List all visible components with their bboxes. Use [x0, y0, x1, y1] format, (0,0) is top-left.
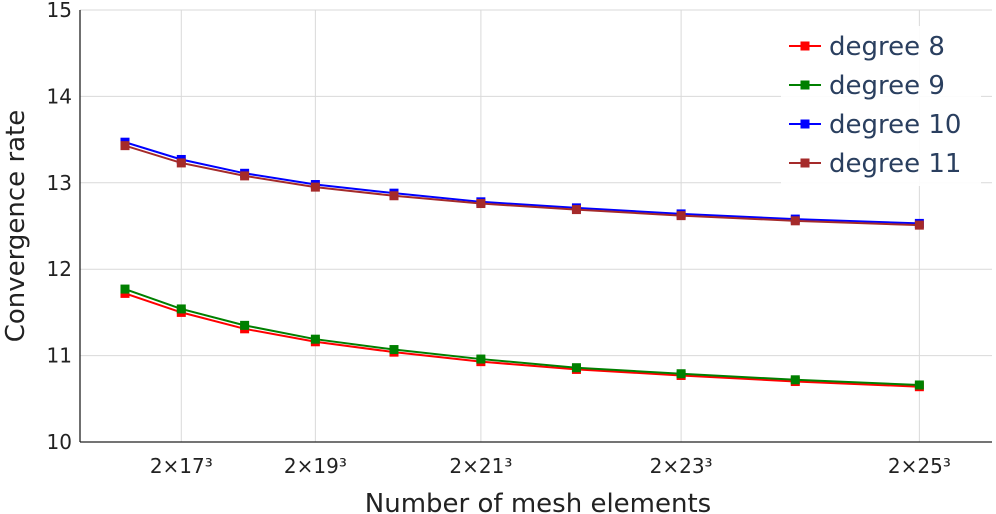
series-line — [124, 288, 920, 386]
data-point — [914, 220, 924, 230]
axes — [79, 10, 992, 443]
data-point — [389, 191, 399, 201]
series-degree-11 — [120, 141, 924, 230]
data-point — [176, 158, 186, 168]
series-degree-8 — [120, 288, 924, 392]
x-tick-label: 2×17³ — [150, 454, 213, 478]
data-point — [120, 284, 130, 294]
y-tick-label: 15 — [47, 0, 72, 22]
legend-box — [781, 26, 981, 186]
legend-swatch-marker — [800, 119, 810, 129]
legend-label: degree 8 — [829, 32, 945, 62]
legend-label: degree 9 — [829, 71, 945, 101]
x-tick-label: 2×21³ — [449, 454, 512, 478]
y-tick-label: 11 — [47, 344, 72, 368]
y-tick-label: 10 — [47, 430, 72, 454]
data-point — [571, 205, 581, 215]
legend-swatch-marker — [800, 158, 810, 168]
data-point — [120, 141, 130, 151]
x-tick-label: 2×19³ — [284, 454, 347, 478]
data-point — [676, 369, 686, 379]
data-point — [790, 375, 800, 385]
data-point — [476, 199, 486, 209]
data-point — [240, 171, 250, 181]
data-point — [310, 182, 320, 192]
series-lines — [120, 137, 924, 392]
legend: degree 8 degree 9 degree 10 degree 11 — [781, 26, 981, 186]
data-point — [240, 320, 250, 330]
data-point — [310, 334, 320, 344]
data-point — [176, 304, 186, 314]
tick-labels: 10 11 12 13 14 15 2×17³ 2×19³ 2×21³ 2×23³ 2×25³ — [47, 0, 951, 478]
x-axis-title: Number of mesh elements — [365, 489, 711, 514]
y-tick-label: 14 — [47, 84, 72, 108]
series-line — [124, 292, 920, 388]
y-axis-title: Convergence rate — [1, 110, 31, 343]
data-point — [914, 380, 924, 390]
data-point — [790, 216, 800, 226]
data-point — [389, 345, 399, 355]
legend-swatch-marker — [800, 41, 810, 51]
legend-item: degree 11 — [789, 149, 961, 179]
series-degree-9 — [120, 284, 924, 390]
legend-swatch-marker — [800, 80, 810, 90]
legend-item: degree 10 — [789, 110, 961, 140]
x-tick-label: 2×23³ — [650, 454, 713, 478]
data-point — [571, 363, 581, 373]
legend-item: degree 9 — [789, 71, 945, 101]
legend-label: degree 10 — [829, 110, 961, 140]
series-line — [124, 144, 920, 227]
legend-label: degree 11 — [829, 149, 961, 179]
y-tick-label: 13 — [47, 171, 72, 195]
y-tick-label: 12 — [47, 257, 72, 281]
grid-lines — [80, 9, 992, 442]
data-point — [476, 354, 486, 364]
data-point — [676, 211, 686, 221]
x-tick-label: 2×25³ — [888, 454, 951, 478]
legend-item: degree 8 — [789, 32, 945, 62]
series-line — [124, 141, 920, 225]
